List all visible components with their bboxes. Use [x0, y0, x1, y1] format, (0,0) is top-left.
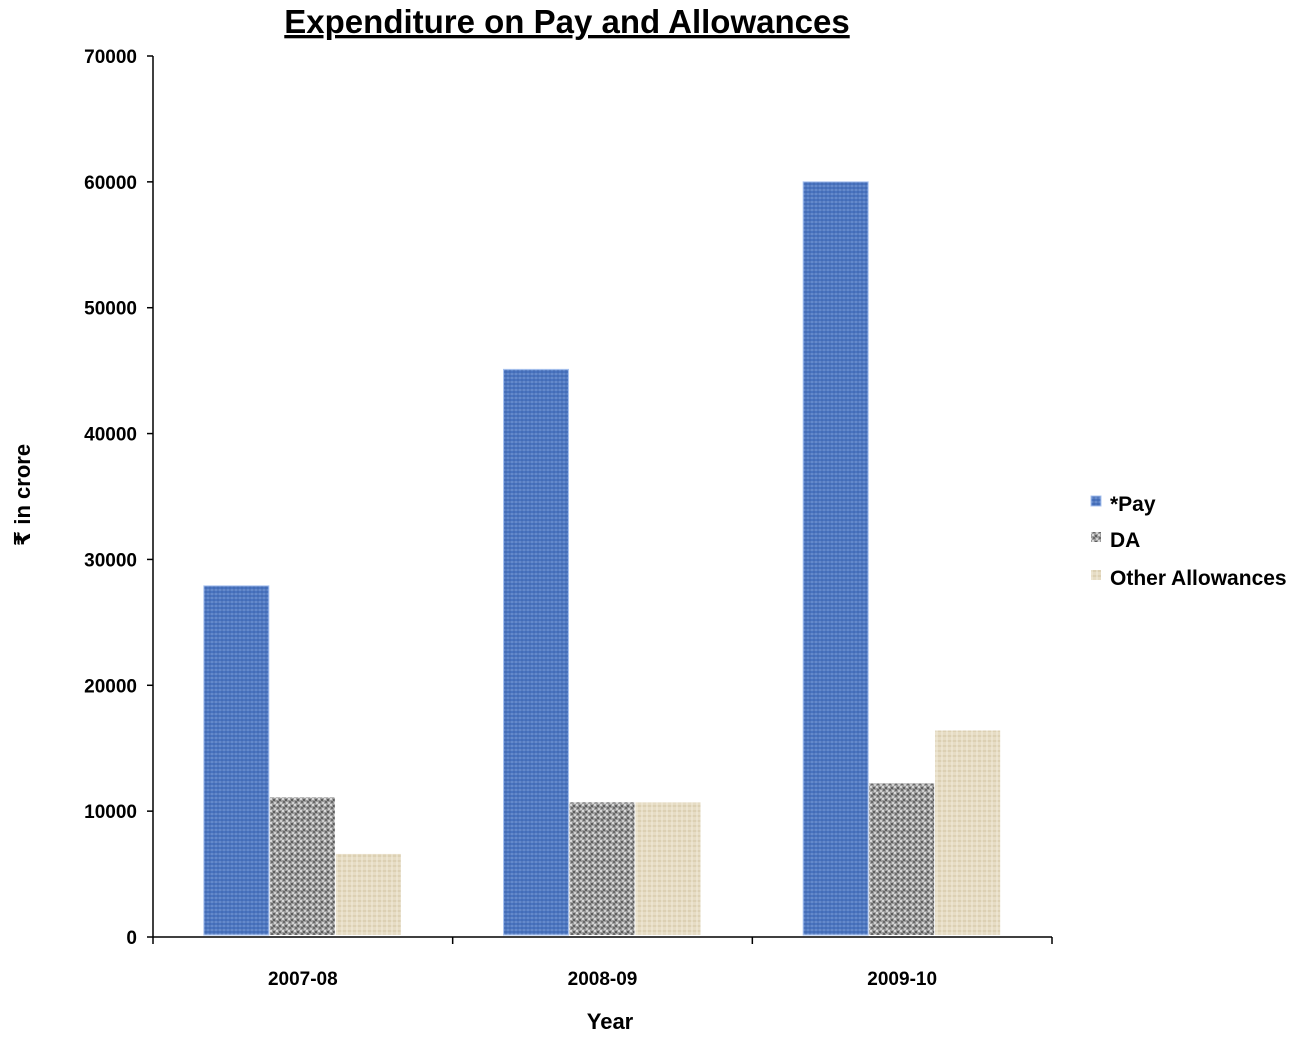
- bar-pay: [503, 368, 569, 936]
- x-tick-label: 2007-08: [268, 969, 338, 990]
- bar-other-allowances: [635, 802, 701, 935]
- bar-other-allowances: [335, 853, 401, 935]
- y-axis-label: ₹ in crore: [10, 444, 35, 546]
- bars: [203, 181, 1001, 936]
- y-tick-label: 0: [126, 928, 137, 949]
- y-tick-label: 10000: [84, 802, 137, 823]
- legend-swatch: [1090, 495, 1102, 507]
- bar-da: [569, 802, 635, 935]
- y-tick-label: 40000: [84, 425, 137, 446]
- bar-pay: [802, 181, 869, 936]
- legend: *Pay DA Other Allowances: [1090, 493, 1287, 590]
- legend-label: *Pay: [1110, 493, 1156, 516]
- x-axis-label: Year: [587, 1009, 634, 1034]
- y-tick-label: 50000: [84, 299, 137, 320]
- x-tick-label: 2009-10: [867, 969, 937, 990]
- plot-axes: [152, 56, 1052, 938]
- y-tick-label: 60000: [84, 173, 137, 194]
- x-axis-ticks: 2007-08 2008-09 2009-10: [152, 937, 1053, 990]
- y-tick-label: 20000: [84, 676, 137, 697]
- bar-pay: [203, 585, 270, 936]
- y-tick-label: 30000: [84, 550, 137, 571]
- legend-swatch: [1091, 532, 1101, 542]
- x-tick-label: 2008-09: [568, 969, 638, 990]
- y-tick-label: 70000: [84, 47, 137, 68]
- legend-swatch: [1091, 570, 1101, 580]
- bar-other-allowances: [935, 730, 1001, 935]
- legend-label: DA: [1110, 529, 1140, 552]
- bar-da: [869, 783, 935, 935]
- bar-da: [269, 797, 335, 935]
- chart-title: Expenditure on Pay and Allowances: [284, 3, 849, 40]
- legend-label: Other Allowances: [1110, 567, 1287, 590]
- y-axis-ticks: 0 10000 20000 30000 40000 50000 60000 70000: [84, 47, 153, 949]
